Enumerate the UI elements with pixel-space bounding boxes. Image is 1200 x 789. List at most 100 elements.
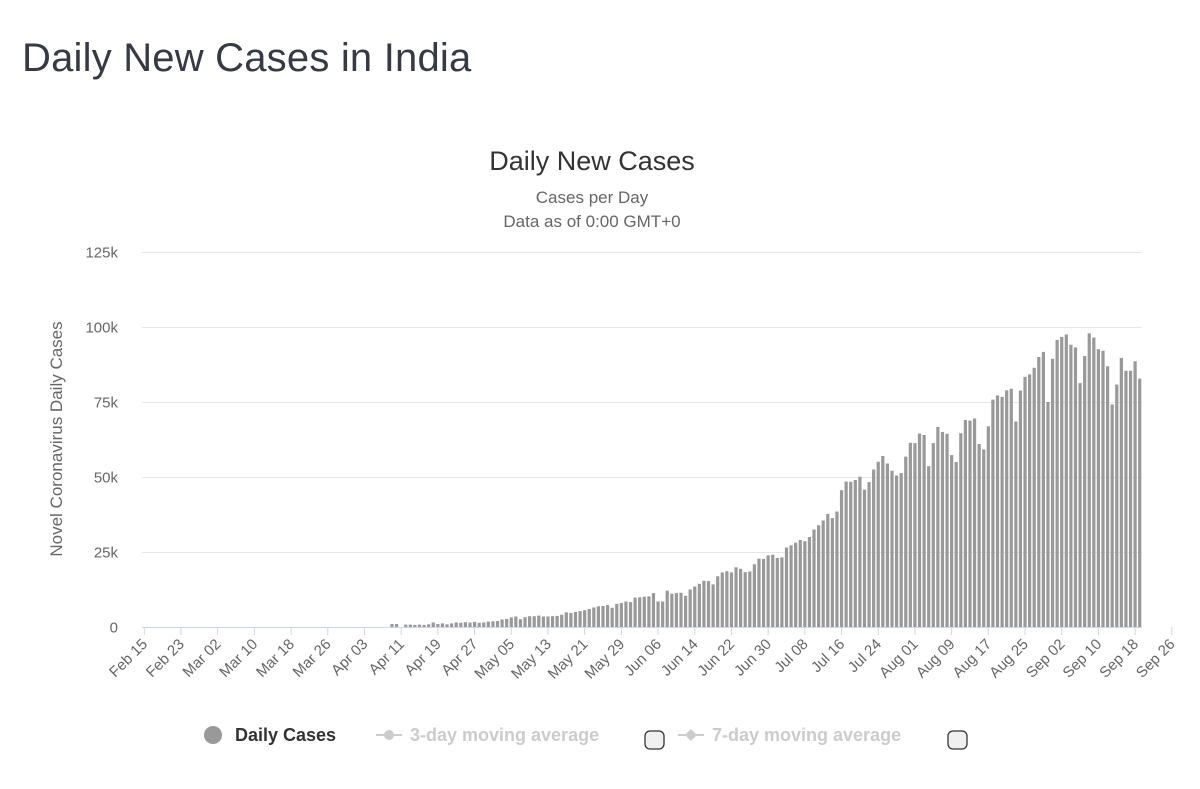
bar[interactable]: [1128, 370, 1133, 627]
bar[interactable]: [1119, 357, 1123, 627]
bar[interactable]: [821, 520, 825, 628]
bar[interactable]: [789, 545, 793, 627]
bar[interactable]: [1055, 339, 1059, 627]
bar[interactable]: [954, 462, 958, 627]
bar[interactable]: [881, 456, 885, 627]
bar[interactable]: [862, 489, 867, 627]
bar[interactable]: [922, 435, 926, 627]
bar[interactable]: [803, 541, 807, 627]
bar[interactable]: [422, 624, 426, 627]
bar[interactable]: [564, 612, 568, 627]
bar[interactable]: [1018, 390, 1023, 627]
bar[interactable]: [775, 558, 779, 627]
bar[interactable]: [454, 622, 458, 628]
bar[interactable]: [876, 461, 880, 627]
bar[interactable]: [853, 480, 857, 627]
bar[interactable]: [977, 444, 981, 627]
bar[interactable]: [528, 616, 532, 627]
bar[interactable]: [583, 610, 587, 627]
bar[interactable]: [917, 433, 922, 628]
bar[interactable]: [693, 586, 697, 628]
legend-7day-checkbox[interactable]: [947, 730, 968, 750]
bar[interactable]: [927, 466, 931, 627]
bar[interactable]: [1115, 384, 1119, 627]
bar[interactable]: [619, 603, 623, 627]
bar[interactable]: [807, 537, 812, 627]
bar[interactable]: [610, 607, 614, 627]
bar[interactable]: [683, 595, 688, 627]
bar[interactable]: [463, 622, 467, 627]
bar[interactable]: [1110, 404, 1114, 627]
bar[interactable]: [596, 606, 601, 627]
bar[interactable]: [670, 593, 674, 627]
bar[interactable]: [991, 399, 995, 627]
bar[interactable]: [739, 568, 743, 627]
bar[interactable]: [780, 557, 784, 627]
bar[interactable]: [665, 590, 669, 627]
bar[interactable]: [986, 426, 990, 627]
bar[interactable]: [702, 580, 706, 627]
bar[interactable]: [679, 592, 683, 627]
bar[interactable]: [771, 554, 775, 627]
bar[interactable]: [1046, 402, 1050, 627]
bar[interactable]: [628, 602, 633, 627]
bar[interactable]: [839, 490, 844, 627]
bar[interactable]: [1078, 383, 1082, 627]
bar[interactable]: [592, 607, 596, 628]
bar[interactable]: [661, 601, 665, 628]
bar[interactable]: [486, 621, 490, 627]
bar[interactable]: [573, 612, 578, 627]
bar[interactable]: [624, 601, 628, 628]
bar[interactable]: [1138, 378, 1142, 627]
bar[interactable]: [766, 555, 770, 627]
bar[interactable]: [706, 581, 711, 627]
bar[interactable]: [1028, 374, 1032, 627]
bar[interactable]: [482, 622, 486, 628]
bar[interactable]: [872, 469, 876, 628]
legend-3day-checkbox[interactable]: [644, 730, 665, 750]
bar[interactable]: [500, 619, 504, 628]
legend-item-daily-cases[interactable]: Daily Cases: [204, 725, 336, 745]
bar[interactable]: [720, 572, 724, 627]
bar[interactable]: [468, 622, 472, 628]
bar[interactable]: [968, 420, 972, 627]
bar[interactable]: [1023, 376, 1027, 627]
bar[interactable]: [1032, 367, 1036, 627]
bar[interactable]: [812, 529, 816, 628]
bar[interactable]: [945, 433, 949, 627]
bar[interactable]: [734, 567, 738, 627]
bar[interactable]: [1041, 351, 1045, 627]
bar[interactable]: [1060, 336, 1064, 627]
bar[interactable]: [830, 518, 834, 627]
bar[interactable]: [729, 572, 734, 627]
bar[interactable]: [940, 432, 945, 627]
bar[interactable]: [1133, 361, 1137, 627]
bar[interactable]: [858, 476, 862, 627]
bar[interactable]: [1073, 347, 1078, 627]
bar[interactable]: [844, 481, 848, 628]
bar[interactable]: [1087, 333, 1091, 627]
bar[interactable]: [518, 619, 523, 627]
bar[interactable]: [982, 449, 986, 627]
bar[interactable]: [651, 593, 656, 627]
bar[interactable]: [413, 624, 417, 627]
bar[interactable]: [972, 418, 977, 628]
bar[interactable]: [514, 616, 518, 628]
bar[interactable]: [711, 584, 715, 627]
legend-item-3day-average[interactable]: 3-day moving average: [376, 725, 599, 745]
bar[interactable]: [931, 443, 935, 627]
bar[interactable]: [431, 622, 435, 628]
bar[interactable]: [899, 473, 903, 627]
bar[interactable]: [633, 597, 637, 627]
bar[interactable]: [459, 622, 463, 627]
bar[interactable]: [1050, 358, 1055, 627]
bar[interactable]: [532, 616, 536, 627]
bar[interactable]: [674, 593, 679, 627]
bar[interactable]: [546, 616, 550, 628]
bar[interactable]: [638, 597, 642, 627]
bar[interactable]: [656, 601, 660, 628]
bar[interactable]: [913, 443, 917, 627]
bar[interactable]: [725, 571, 729, 627]
bar[interactable]: [509, 617, 513, 627]
bar[interactable]: [826, 513, 830, 627]
